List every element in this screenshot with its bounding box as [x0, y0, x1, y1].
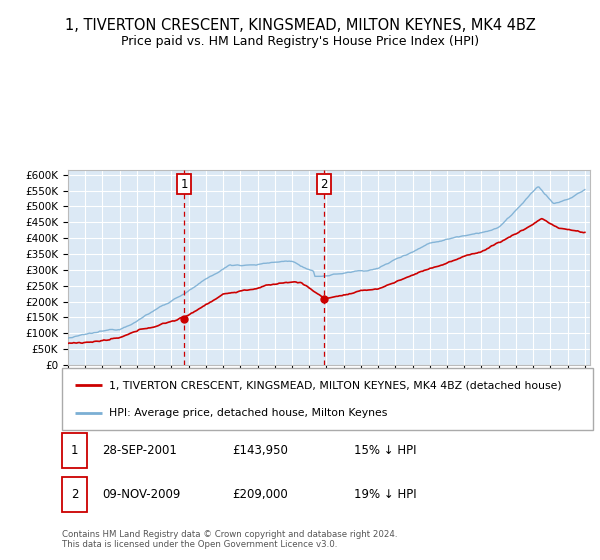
Text: Price paid vs. HM Land Registry's House Price Index (HPI): Price paid vs. HM Land Registry's House …	[121, 35, 479, 49]
FancyBboxPatch shape	[62, 368, 593, 430]
Text: 1, TIVERTON CRESCENT, KINGSMEAD, MILTON KEYNES, MK4 4BZ: 1, TIVERTON CRESCENT, KINGSMEAD, MILTON …	[65, 17, 535, 32]
FancyBboxPatch shape	[62, 477, 88, 512]
Text: 28-SEP-2001: 28-SEP-2001	[102, 444, 176, 457]
Text: HPI: Average price, detached house, Milton Keynes: HPI: Average price, detached house, Milt…	[109, 408, 387, 418]
Text: 15% ↓ HPI: 15% ↓ HPI	[354, 444, 416, 457]
Text: 1: 1	[181, 178, 188, 191]
Text: 2: 2	[320, 178, 328, 191]
Text: £143,950: £143,950	[232, 444, 288, 457]
Text: 1: 1	[71, 444, 79, 457]
Text: 2: 2	[71, 488, 79, 501]
Text: 19% ↓ HPI: 19% ↓ HPI	[354, 488, 416, 501]
Text: 1, TIVERTON CRESCENT, KINGSMEAD, MILTON KEYNES, MK4 4BZ (detached house): 1, TIVERTON CRESCENT, KINGSMEAD, MILTON …	[109, 380, 562, 390]
Text: £209,000: £209,000	[232, 488, 287, 501]
Text: 09-NOV-2009: 09-NOV-2009	[102, 488, 180, 501]
Text: Contains HM Land Registry data © Crown copyright and database right 2024.
This d: Contains HM Land Registry data © Crown c…	[62, 530, 398, 549]
FancyBboxPatch shape	[62, 433, 88, 468]
